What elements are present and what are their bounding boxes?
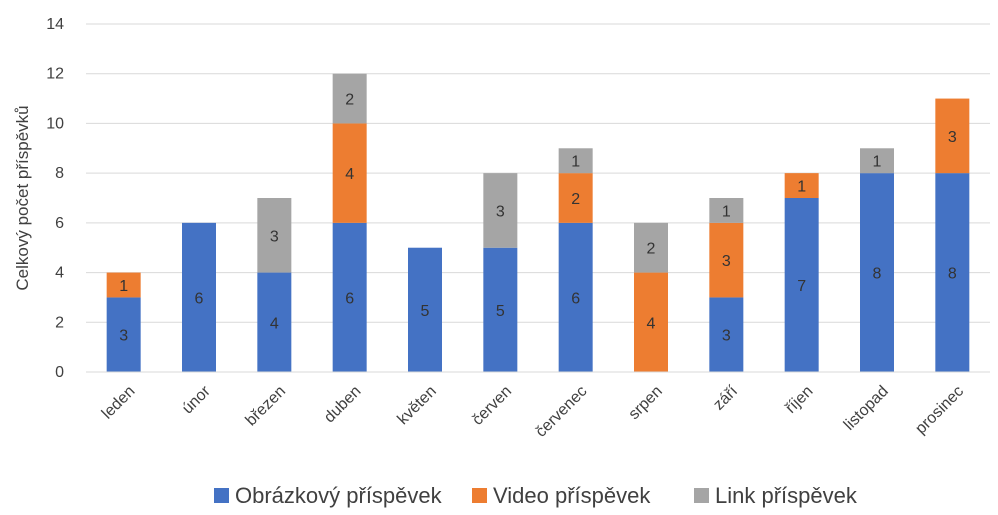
data-label: 3 [119,328,128,345]
data-label: 7 [797,278,806,295]
bars [106,73,970,372]
bar-segment [483,173,518,248]
data-label: 5 [496,303,505,320]
data-label: 6 [345,290,354,307]
bar-segment [332,123,367,223]
bar-segment [558,222,593,372]
bar-segment [709,297,744,372]
x-tick-label: listopad [841,383,892,434]
bar-segment [935,173,970,372]
y-axis: 0 2 4 6 8 10 12 14 [46,16,64,381]
x-tick-label: duben [321,383,364,426]
bar-segment [709,198,744,223]
data-label: 8 [873,266,882,283]
bar-segment [257,272,292,372]
legend-swatch [472,488,487,503]
x-tick-label: leden [99,383,139,423]
data-label: 4 [270,315,279,332]
data-label: 3 [496,203,505,220]
y-tick-label: 10 [46,115,64,132]
data-label: 1 [797,179,806,196]
y-tick-label: 12 [46,66,64,83]
bar-segment [784,173,819,198]
bar-segment [408,247,442,372]
x-tick-label: březen [243,383,290,430]
legend-label: Obrázkový příspěvek [235,483,443,508]
y-axis-label: Celkový počet příspěvků [13,105,32,290]
bar-segment [182,222,216,372]
data-label: 3 [722,253,731,270]
bar-segment [106,297,141,372]
bar-segment [332,222,367,372]
bar-segment [332,73,367,124]
bar-segment [257,198,292,273]
data-label: 6 [571,290,580,307]
x-tick-label: únor [179,382,214,417]
bar-segment [558,148,593,174]
data-label: 2 [345,92,354,109]
bar-segment [558,173,593,223]
x-tick-label: říjen [782,383,816,417]
x-axis: leden únor březen duben květen červen červenec… [86,371,990,441]
bar-segment [860,148,894,174]
data-label: 4 [345,166,354,183]
x-tick-label: červenec [533,383,591,441]
data-label: 4 [647,315,656,332]
bar-segment [709,222,744,298]
segment-labels: 3 1 6 4 3 6 4 2 5 5 3 6 2 1 4 2 3 3 1 7 1 8 1 8 3 [119,92,957,345]
legend-label: Video příspěvek [493,483,651,508]
legend-swatch [214,488,229,503]
data-label: 1 [571,154,580,171]
data-label: 5 [421,303,430,320]
data-label: 3 [948,129,957,146]
x-tick-label: prosinec [912,383,967,438]
data-label: 3 [722,328,731,345]
legend: Obrázkový příspěvek Video příspěvek Link p… [214,483,858,508]
bar-segment [106,272,141,298]
x-tick-label: září [710,382,741,413]
legend-swatch [694,488,709,503]
y-tick-label: 14 [46,16,64,33]
y-tick-label: 6 [55,215,64,232]
gridlines [86,23,990,373]
x-tick-label: červen [469,383,515,429]
y-tick-label: 8 [55,165,64,182]
y-tick-label: 2 [55,314,64,331]
data-label: 1 [722,203,731,220]
bar-segment [784,198,819,372]
bar-segment [634,272,668,372]
x-tick-label: květen [394,383,439,428]
data-label: 8 [948,266,957,283]
data-label: 6 [195,290,204,307]
x-tick-label: srpen [626,383,666,423]
legend-label: Link příspěvek [715,483,858,508]
bar-segment [483,247,518,372]
data-label: 2 [571,191,580,208]
data-label: 3 [270,228,279,245]
data-label: 1 [873,154,882,171]
data-label: 1 [119,278,128,295]
y-tick-label: 0 [55,364,64,381]
bar-segment [935,98,970,174]
bar-segment [860,173,894,372]
bar-segment [634,222,668,273]
data-label: 2 [647,241,656,258]
y-tick-label: 4 [55,265,64,282]
